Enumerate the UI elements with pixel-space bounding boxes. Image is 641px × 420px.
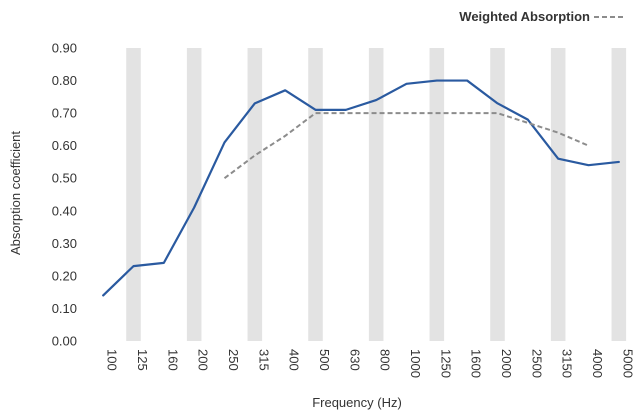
background-bands <box>126 48 627 341</box>
band-5000 <box>611 48 627 341</box>
y-tick-label: 0.40 <box>52 203 77 218</box>
y-tick-label: 0.90 <box>52 41 77 56</box>
x-tick-label: 630 <box>347 349 362 371</box>
band-500 <box>308 48 323 341</box>
y-tick-label: 0.20 <box>52 268 77 283</box>
y-tick-label: 0.70 <box>52 106 77 121</box>
x-tick-label: 250 <box>226 349 241 371</box>
y-tick-label: 0.30 <box>52 236 77 251</box>
x-tick-label: 200 <box>196 349 211 371</box>
y-axis-ticks: 0.00 0.10 0.20 0.30 0.40 0.50 0.60 0.70 0.80 0.90 <box>52 41 77 349</box>
band-315 <box>247 48 263 341</box>
data-series <box>102 79 620 297</box>
x-tick-label: 160 <box>165 349 180 371</box>
band-2000 <box>490 48 505 341</box>
legend: Weighted Absorption <box>459 9 625 24</box>
x-tick-label: 500 <box>317 349 332 371</box>
x-axis-ticks: 100 125 160 200 250 315 400 500 630 800 1000 1250 16… <box>105 349 636 378</box>
band-1250 <box>429 48 445 341</box>
x-axis-title: Frequency (Hz) <box>312 395 402 410</box>
y-tick-label: 0.60 <box>52 138 77 153</box>
y-tick-label: 0.50 <box>52 171 77 186</box>
x-tick-label: 2000 <box>499 349 514 378</box>
band-3150 <box>550 48 566 341</box>
y-axis-title: Absorption coefficient <box>8 131 23 255</box>
x-tick-label: 5000 <box>620 349 635 378</box>
x-tick-label: 400 <box>287 349 302 371</box>
x-tick-label: 1000 <box>408 349 423 378</box>
band-800 <box>368 48 384 341</box>
x-tick-label: 3150 <box>560 349 575 378</box>
x-tick-label: 2500 <box>529 349 544 378</box>
y-tick-label: 0.10 <box>52 301 77 316</box>
x-tick-label: 1600 <box>469 349 484 378</box>
y-tick-label: 0.80 <box>52 73 77 88</box>
x-tick-label: 125 <box>135 349 150 371</box>
band-200 <box>186 48 202 341</box>
x-tick-label: 100 <box>105 349 120 371</box>
x-tick-label: 800 <box>378 349 393 371</box>
series-line-absorption <box>102 79 620 297</box>
band-125 <box>126 48 141 341</box>
legend-label-weighted-absorption: Weighted Absorption <box>459 9 590 24</box>
y-tick-label: 0.00 <box>52 334 77 349</box>
x-tick-label: 1250 <box>438 349 453 378</box>
series-line-weighted-absorption <box>223 112 589 180</box>
x-tick-label: 4000 <box>590 349 605 378</box>
x-tick-label: 315 <box>256 349 271 371</box>
